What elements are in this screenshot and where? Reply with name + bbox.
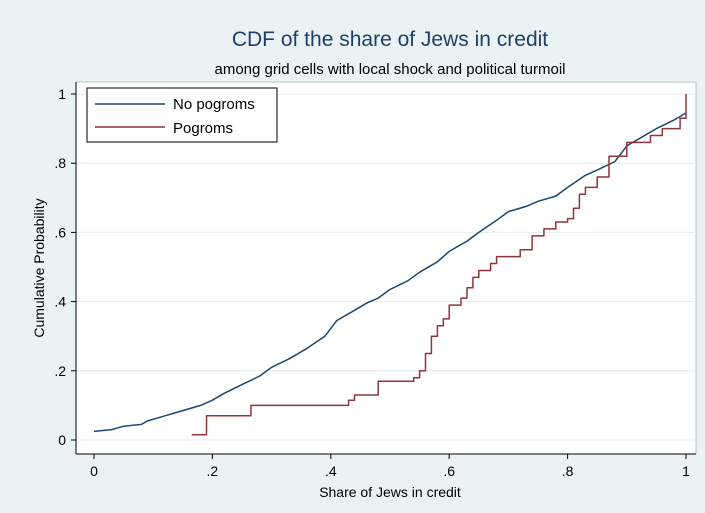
y-tick-label: .4 [54, 294, 66, 310]
plot-area [75, 81, 697, 455]
x-axis-ticks: 0 .2 .4 .6 .8 1 [90, 454, 690, 479]
series-line-pogroms [191, 94, 687, 436]
series-layer [93, 94, 687, 436]
legend: No pogroms Pogroms [86, 87, 278, 143]
y-tick-label: 0 [58, 432, 66, 448]
y-tick-label: .6 [54, 224, 66, 240]
legend-label-pogroms: Pogroms [173, 120, 233, 137]
x-tick-label: .8 [562, 463, 574, 479]
y-tick-label: 1 [58, 86, 66, 102]
legend-label-no-pogroms: No pogroms [173, 96, 255, 113]
chart-title: CDF of the share of Jews in credit [232, 28, 548, 51]
x-tick-label: .2 [207, 463, 219, 479]
series-line-no-pogroms [93, 112, 687, 433]
chart-subtitle: among grid cells with local shock and po… [215, 61, 566, 78]
x-axis-title: Share of Jews in credit [319, 484, 461, 500]
x-tick-label: .6 [443, 463, 455, 479]
y-tick-label: .8 [54, 155, 66, 171]
x-tick-label: 0 [90, 463, 98, 479]
y-axis-ticks: 0 .2 .4 .6 .8 1 [54, 86, 76, 448]
x-tick-label: 1 [682, 463, 690, 479]
y-axis-title: Cumulative Probability [31, 198, 47, 337]
x-tick-label: .4 [325, 463, 337, 479]
gridlines [76, 93, 696, 441]
legend-box [86, 87, 278, 143]
y-tick-label: .2 [54, 363, 66, 379]
